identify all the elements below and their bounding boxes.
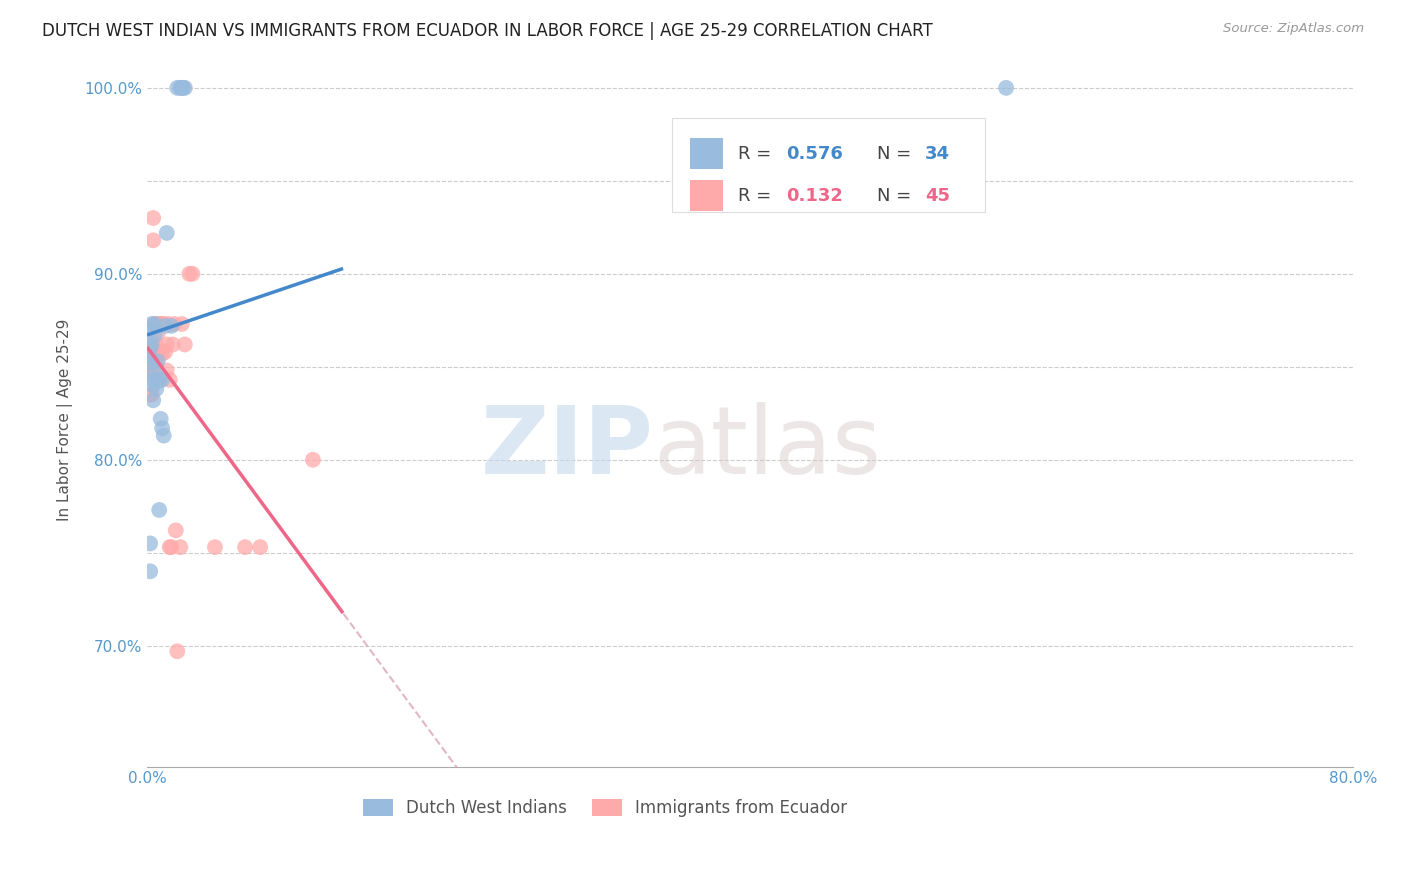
Point: [156, 363, 179, 377]
Point: [138, 341, 160, 355]
Point: [139, 347, 162, 361]
Point: [139, 351, 162, 365]
Point: [150, 347, 173, 361]
Text: R =: R =: [738, 145, 778, 162]
Point: [145, 356, 167, 370]
Point: [146, 326, 169, 341]
Point: [181, 267, 204, 281]
Point: [233, 540, 256, 554]
Point: [139, 322, 162, 336]
Point: [156, 337, 179, 351]
Point: [159, 373, 181, 387]
Text: N =: N =: [876, 186, 917, 205]
Point: [145, 337, 167, 351]
Text: DUTCH WEST INDIAN VS IMMIGRANTS FROM ECUADOR IN LABOR FORCE | AGE 25-29 CORRELAT: DUTCH WEST INDIAN VS IMMIGRANTS FROM ECU…: [42, 22, 934, 40]
Y-axis label: In Labor Force | Age 25-29: In Labor Force | Age 25-29: [58, 318, 73, 521]
Point: [169, 80, 191, 95]
Point: [160, 318, 183, 333]
Point: [173, 337, 195, 351]
Bar: [690, 180, 724, 211]
Point: [146, 373, 169, 387]
Point: [302, 452, 325, 467]
Point: [156, 226, 179, 240]
Point: [142, 211, 165, 225]
Point: [170, 80, 193, 95]
Point: [172, 80, 194, 95]
Point: [149, 412, 172, 426]
Point: [143, 365, 166, 379]
Point: [163, 317, 186, 331]
Point: [141, 356, 163, 370]
Point: [995, 80, 1018, 95]
Text: N =: N =: [876, 145, 917, 162]
Point: [166, 80, 188, 95]
Point: [159, 540, 181, 554]
Point: [249, 540, 271, 554]
Point: [169, 540, 191, 554]
Point: [160, 540, 183, 554]
Point: [139, 564, 162, 578]
Point: [145, 382, 167, 396]
Point: [152, 317, 174, 331]
Point: [143, 354, 166, 368]
Legend: Dutch West Indians, Immigrants from Ecuador: Dutch West Indians, Immigrants from Ecua…: [356, 793, 855, 824]
Point: [157, 317, 180, 331]
Point: [150, 421, 173, 435]
Point: [152, 428, 174, 442]
Point: [170, 80, 193, 95]
Text: R =: R =: [738, 186, 778, 205]
Point: [145, 317, 167, 331]
Point: [150, 373, 173, 387]
Point: [162, 337, 184, 351]
Point: [150, 317, 173, 331]
Point: [204, 540, 226, 554]
Point: [142, 373, 165, 387]
Point: [143, 317, 166, 331]
Point: [148, 317, 170, 331]
Text: 0.132: 0.132: [786, 186, 844, 205]
Text: ZIP: ZIP: [481, 401, 654, 493]
Point: [141, 387, 163, 401]
Point: [148, 373, 170, 387]
Text: 45: 45: [925, 186, 950, 205]
Point: [155, 318, 177, 333]
Point: [138, 365, 160, 379]
Point: [155, 345, 177, 359]
Point: [141, 337, 163, 351]
Point: [139, 365, 162, 379]
Point: [146, 345, 169, 359]
Point: [148, 503, 170, 517]
Point: [141, 365, 163, 379]
Point: [166, 644, 188, 658]
Point: [143, 317, 166, 331]
Text: Source: ZipAtlas.com: Source: ZipAtlas.com: [1223, 22, 1364, 36]
Point: [139, 341, 162, 355]
Point: [165, 524, 187, 538]
Point: [146, 354, 169, 368]
Point: [149, 317, 172, 331]
FancyBboxPatch shape: [672, 118, 986, 211]
Point: [139, 387, 162, 401]
Point: [142, 393, 165, 408]
Point: [179, 267, 201, 281]
Point: [148, 347, 170, 361]
Point: [149, 373, 172, 387]
Point: [170, 317, 193, 331]
Point: [142, 233, 165, 247]
Point: [143, 328, 166, 343]
Point: [145, 373, 167, 387]
Text: 34: 34: [925, 145, 950, 162]
Point: [142, 378, 165, 392]
Point: [141, 317, 163, 331]
Bar: [690, 138, 724, 169]
Point: [141, 337, 163, 351]
Point: [173, 80, 195, 95]
Point: [139, 536, 162, 550]
Text: 0.576: 0.576: [786, 145, 844, 162]
Point: [149, 345, 172, 359]
Text: atlas: atlas: [654, 401, 882, 493]
